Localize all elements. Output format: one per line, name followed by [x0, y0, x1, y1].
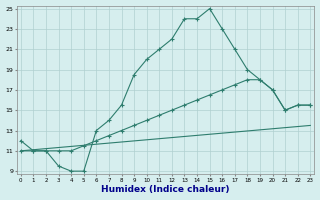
X-axis label: Humidex (Indice chaleur): Humidex (Indice chaleur) [101, 185, 230, 194]
